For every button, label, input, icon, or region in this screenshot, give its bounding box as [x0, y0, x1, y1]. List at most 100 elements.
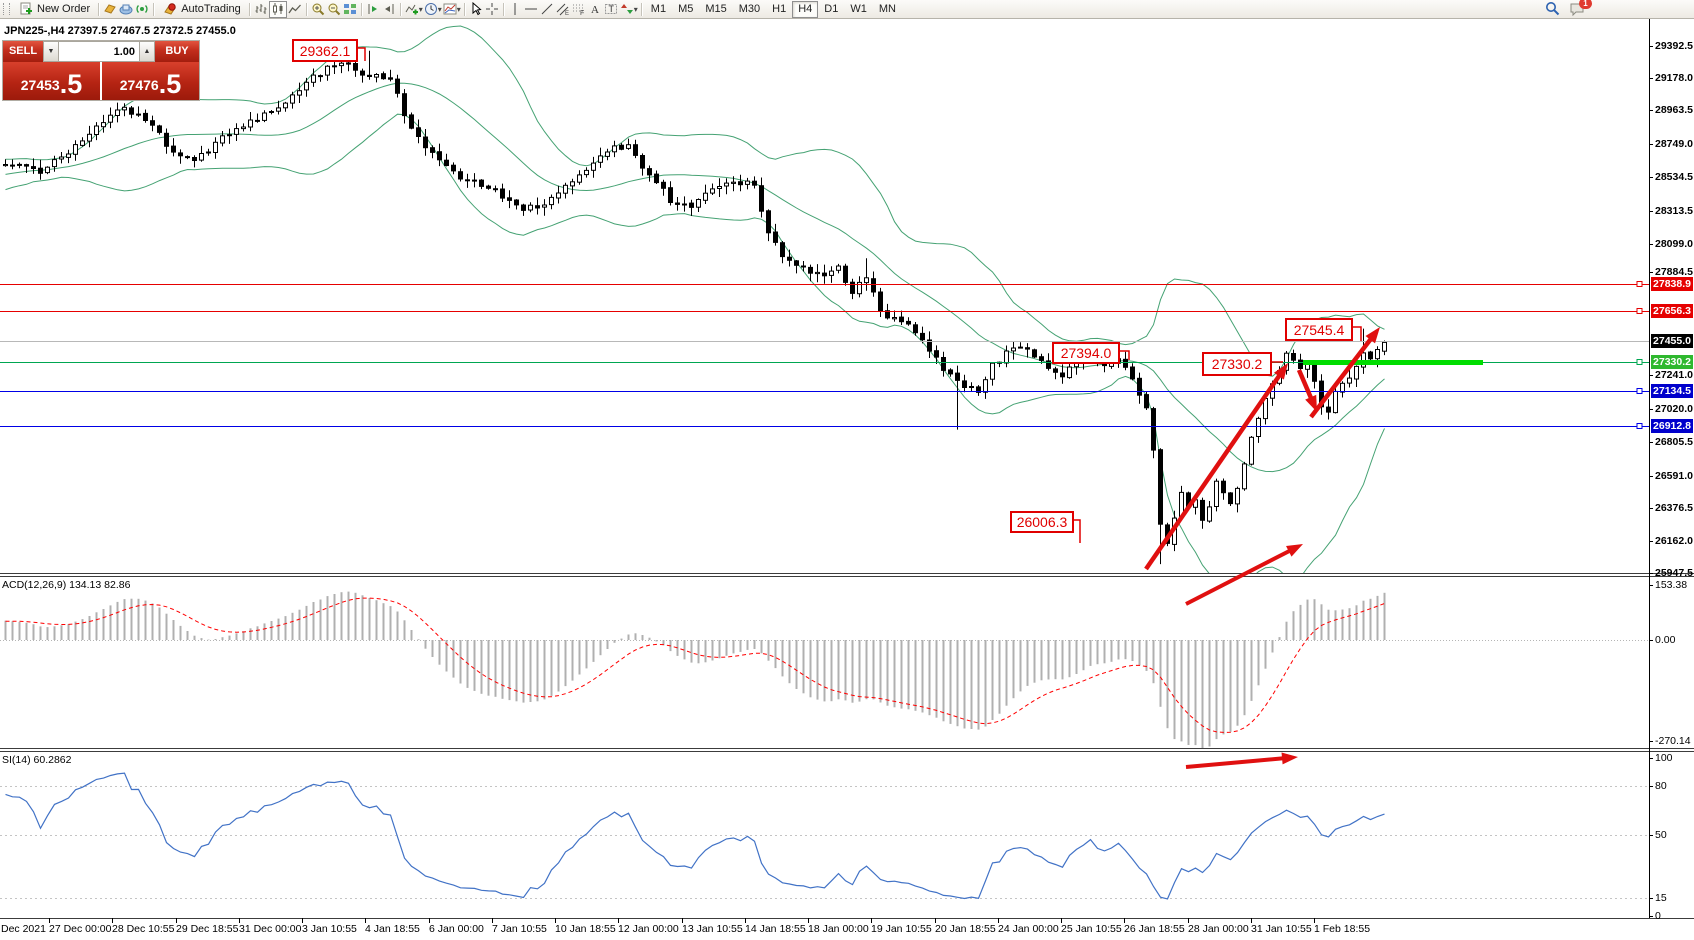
sell-price-main: 27453	[20, 77, 60, 93]
templates-caret-icon[interactable]: ▾	[456, 4, 461, 14]
zoom-out-icon[interactable]	[326, 2, 342, 17]
price-tick-label: 27884.5	[1655, 266, 1693, 278]
equidistant-channel-icon[interactable]: E	[555, 2, 571, 17]
bar-chart-icon[interactable]	[253, 2, 269, 17]
timeframe-mn[interactable]: MN	[878, 2, 896, 15]
indicators-caret-icon[interactable]: ▾	[418, 4, 423, 14]
macd-bar	[214, 639, 217, 640]
metaeditor-icon[interactable]	[102, 2, 118, 17]
indicators-icon[interactable]	[404, 2, 420, 17]
support-zone-bar[interactable]	[1303, 360, 1483, 365]
timeframe-m5[interactable]: M5	[678, 2, 694, 15]
annotation-callout	[1116, 350, 1130, 360]
line-handle[interactable]	[1636, 423, 1643, 429]
candle-body	[703, 192, 708, 201]
chart-canvas[interactable]	[0, 18, 1694, 940]
timeframe-m15[interactable]: M15	[705, 2, 727, 15]
trend-arrow[interactable]	[1185, 755, 1290, 769]
price-tick-label: 26162.0	[1655, 535, 1693, 547]
candle-body	[360, 70, 365, 76]
vertical-line-icon[interactable]	[507, 2, 523, 17]
zoom-in-icon[interactable]	[310, 2, 326, 17]
macd-bar	[326, 596, 329, 640]
signals-icon[interactable]	[134, 2, 150, 17]
price-line-label-27838.9: 27838.9	[1651, 277, 1693, 291]
line-handle[interactable]	[1636, 388, 1643, 394]
candle-body	[941, 357, 946, 371]
price-annotation-27394.0[interactable]: 27394.0	[1052, 342, 1120, 364]
macd-bar	[921, 640, 924, 713]
candle-body	[507, 197, 512, 201]
trend-arrow[interactable]	[1144, 369, 1285, 571]
notifications-icon[interactable]: 1	[1570, 0, 1592, 16]
macd-bar	[1026, 640, 1029, 686]
volume-down-button[interactable]: ▼	[43, 41, 59, 62]
candle-body	[920, 332, 925, 341]
mql5-community-icon[interactable]	[118, 2, 134, 17]
candle-body	[129, 107, 134, 115]
macd-bar	[1096, 640, 1099, 665]
timeframe-d1[interactable]: D1	[824, 2, 839, 15]
macd-bar	[977, 640, 980, 730]
auto-scroll-icon[interactable]	[365, 2, 381, 17]
trend-arrow[interactable]	[1309, 332, 1377, 419]
toolbar-grip[interactable]	[3, 3, 10, 15]
new-order-button[interactable]: New Order	[13, 1, 95, 17]
volume-input[interactable]	[59, 41, 139, 62]
candlestick-chart-icon[interactable]	[268, 0, 287, 18]
trend-arrow[interactable]	[1185, 546, 1296, 606]
trendline-icon[interactable]	[539, 2, 555, 17]
search-icon[interactable]	[1544, 1, 1560, 16]
buy-button[interactable]: BUY	[155, 41, 199, 62]
timeframe-h4[interactable]: H4	[792, 0, 819, 18]
macd-bar	[123, 599, 126, 640]
price-annotation-27545.4[interactable]: 27545.4	[1285, 318, 1353, 341]
line-handle[interactable]	[1636, 308, 1643, 314]
chart-shift-icon[interactable]	[381, 2, 397, 17]
candle-body	[794, 260, 799, 266]
templates-icon[interactable]	[442, 2, 458, 17]
text-icon[interactable]: A	[587, 2, 603, 17]
sell-price-display[interactable]: 27453.5	[3, 62, 100, 100]
tile-windows-icon[interactable]	[342, 2, 358, 17]
line-handle[interactable]	[1636, 359, 1643, 365]
buy-price-display[interactable]: 27476.5	[100, 62, 199, 100]
trend-arrow-head	[1286, 544, 1303, 557]
timeframe-m30[interactable]: M30	[738, 2, 761, 15]
macd-bar	[172, 620, 175, 640]
arrows-caret-icon[interactable]: ▾	[633, 4, 638, 14]
autotrading-button[interactable]: AutoTrading	[157, 1, 246, 17]
crosshair-icon[interactable]	[484, 2, 500, 17]
rsi-axis-label: 100	[1655, 752, 1673, 764]
price-annotation-27330.2[interactable]: 27330.2	[1202, 352, 1272, 376]
candle-body	[598, 155, 603, 163]
periods-caret-icon[interactable]: ▾	[437, 4, 442, 14]
macd-bar	[165, 613, 168, 640]
price-tick-label: 28749.0	[1655, 138, 1693, 150]
horizontal-line-icon[interactable]	[523, 2, 539, 17]
line-handle[interactable]	[1636, 281, 1643, 287]
macd-bar	[144, 600, 147, 640]
macd-bar	[914, 640, 917, 711]
candle-body	[843, 265, 848, 283]
price-annotation-29362.1[interactable]: 29362.1	[292, 39, 358, 62]
macd-bar	[438, 640, 441, 665]
timeframe-w1[interactable]: W1	[850, 2, 867, 15]
arrows-tool-icon[interactable]	[619, 2, 635, 17]
volume-up-button[interactable]: ▲	[139, 41, 155, 62]
candle-body	[395, 78, 400, 94]
cursor-icon[interactable]	[468, 2, 484, 17]
macd-bar	[284, 616, 287, 640]
candle-body	[500, 188, 505, 199]
sell-button[interactable]: SELL	[3, 41, 43, 62]
line-chart-icon[interactable]	[287, 2, 303, 17]
timeframe-m1[interactable]: M1	[650, 2, 667, 15]
periods-icon[interactable]	[423, 2, 439, 17]
candle-body	[339, 62, 344, 67]
fibonacci-icon[interactable]: F	[571, 2, 587, 17]
bb-lower	[5, 113, 1385, 573]
text-label-icon[interactable]: T	[603, 2, 619, 17]
price-annotation-26006.3[interactable]: 26006.3	[1010, 511, 1074, 533]
macd-bar	[1313, 599, 1316, 640]
timeframe-h1[interactable]: H1	[772, 2, 787, 15]
